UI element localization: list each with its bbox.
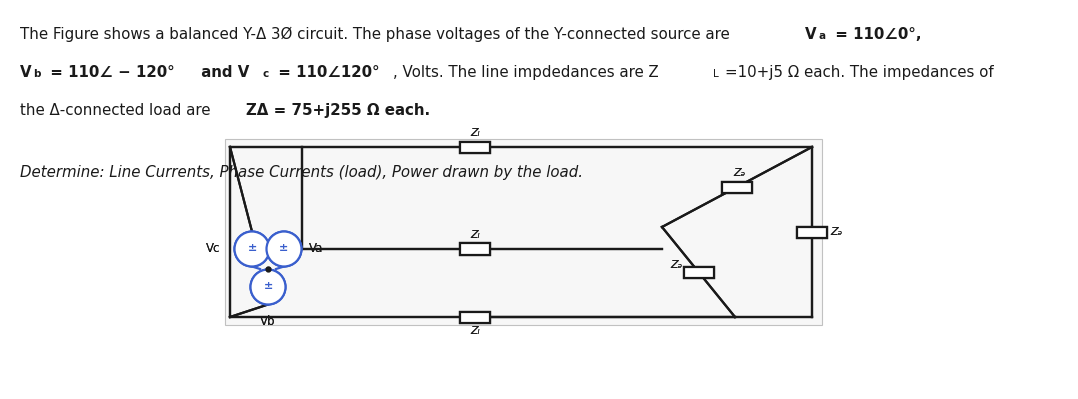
Text: = 110∠120°: = 110∠120° xyxy=(273,65,379,80)
Text: V: V xyxy=(20,65,31,80)
FancyBboxPatch shape xyxy=(460,142,490,152)
Text: Zₔ: Zₔ xyxy=(671,260,682,270)
Text: ±: ± xyxy=(263,281,273,291)
FancyBboxPatch shape xyxy=(722,182,752,192)
Text: Vb: Vb xyxy=(260,315,276,328)
Text: ±: ± xyxy=(263,281,273,291)
FancyBboxPatch shape xyxy=(460,312,490,322)
Text: ZΔ = 75+j255 Ω each.: ZΔ = 75+j255 Ω each. xyxy=(246,103,430,118)
Text: b: b xyxy=(33,69,41,79)
Text: The Figure shows a balanced Y-Δ 3Ø circuit. The phase voltages of the Y-connecte: The Figure shows a balanced Y-Δ 3Ø circu… xyxy=(20,27,734,42)
FancyBboxPatch shape xyxy=(460,142,490,152)
Text: Vb: Vb xyxy=(260,315,276,328)
Text: c: c xyxy=(262,69,268,79)
Text: Zₔ: Zₔ xyxy=(830,227,842,237)
Text: ±: ± xyxy=(247,243,257,253)
FancyBboxPatch shape xyxy=(460,243,490,255)
Circle shape xyxy=(266,231,302,267)
Text: ±: ± xyxy=(279,243,289,253)
Text: ±: ± xyxy=(247,243,257,253)
Text: Zₗ: Zₗ xyxy=(470,128,480,138)
Text: V: V xyxy=(805,27,817,42)
Text: Zₗ: Zₗ xyxy=(470,326,480,336)
Text: Vc: Vc xyxy=(206,243,220,255)
Text: Vc: Vc xyxy=(206,243,220,255)
Text: a: a xyxy=(818,31,826,41)
Text: ±: ± xyxy=(279,243,289,253)
FancyBboxPatch shape xyxy=(797,227,827,237)
Circle shape xyxy=(250,269,286,304)
FancyBboxPatch shape xyxy=(683,267,714,277)
FancyBboxPatch shape xyxy=(797,227,827,237)
Text: Zₔ: Zₔ xyxy=(733,168,745,178)
Text: Va: Va xyxy=(309,243,323,255)
FancyBboxPatch shape xyxy=(225,139,823,325)
FancyBboxPatch shape xyxy=(460,312,490,322)
Text: Zₔ: Zₔ xyxy=(830,227,842,237)
FancyBboxPatch shape xyxy=(683,267,714,277)
Text: = 110∠ − 120°: = 110∠ − 120° xyxy=(44,65,175,80)
Circle shape xyxy=(235,231,270,267)
Text: =10+j5 Ω each. The impedances of: =10+j5 Ω each. The impedances of xyxy=(724,65,993,80)
Text: Zₗ: Zₗ xyxy=(470,128,480,138)
FancyBboxPatch shape xyxy=(722,182,752,192)
Text: L: L xyxy=(713,69,719,79)
Text: = 110∠0°,: = 110∠0°, xyxy=(829,27,921,42)
Text: Zₔ: Zₔ xyxy=(733,168,745,178)
Text: Zₗ: Zₗ xyxy=(470,229,480,239)
Text: , Volts. The line impdedances are Z: , Volts. The line impdedances are Z xyxy=(393,65,659,80)
Text: Zₔ: Zₔ xyxy=(671,260,682,270)
Text: and V: and V xyxy=(196,65,249,80)
Text: Va: Va xyxy=(309,243,323,255)
Text: the Δ-connected load are: the Δ-connected load are xyxy=(20,103,216,118)
Text: Determine: Line Currents, Phase Currents (load), Power drawn by the load.: Determine: Line Currents, Phase Currents… xyxy=(20,165,583,180)
Text: Zₗ: Zₗ xyxy=(470,326,480,336)
FancyBboxPatch shape xyxy=(460,243,490,255)
Text: Zₗ: Zₗ xyxy=(470,229,480,239)
